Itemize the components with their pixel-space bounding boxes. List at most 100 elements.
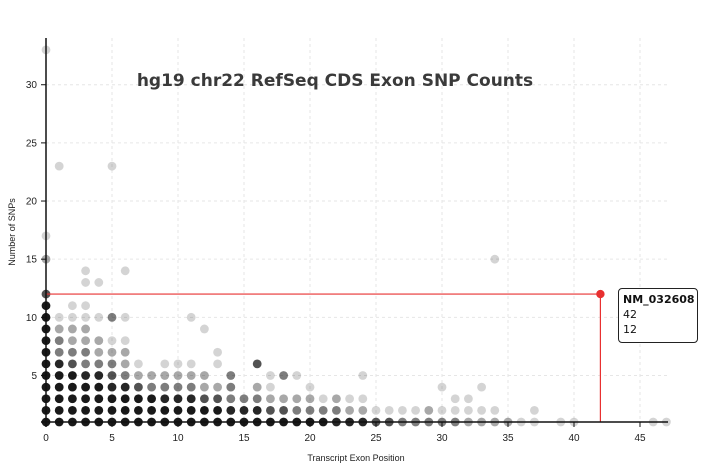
data-point[interactable]: [81, 301, 90, 311]
data-point[interactable]: [384, 405, 394, 415]
data-point[interactable]: [134, 359, 143, 369]
data-point[interactable]: [160, 382, 170, 392]
data-point[interactable]: [279, 405, 288, 415]
highlighted-point[interactable]: [596, 289, 605, 299]
data-point[interactable]: [490, 254, 500, 264]
data-point[interactable]: [213, 405, 223, 415]
data-point[interactable]: [94, 405, 104, 415]
data-point[interactable]: [226, 382, 236, 392]
data-point[interactable]: [160, 359, 170, 369]
data-point[interactable]: [94, 371, 104, 380]
data-point[interactable]: [318, 394, 328, 404]
data-point[interactable]: [134, 405, 143, 415]
data-point[interactable]: [279, 371, 288, 380]
data-point[interactable]: [173, 405, 183, 415]
data-point[interactable]: [305, 405, 315, 415]
data-point[interactable]: [292, 394, 302, 404]
data-point[interactable]: [120, 371, 130, 380]
data-point[interactable]: [437, 382, 447, 392]
data-point[interactable]: [490, 405, 500, 415]
data-point[interactable]: [358, 405, 368, 415]
data-point[interactable]: [200, 394, 209, 404]
data-point[interactable]: [252, 359, 262, 369]
data-point[interactable]: [305, 394, 315, 404]
data-point[interactable]: [120, 382, 130, 392]
data-point[interactable]: [81, 371, 90, 380]
data-point[interactable]: [134, 394, 143, 404]
data-point[interactable]: [160, 405, 170, 415]
data-point[interactable]: [107, 336, 117, 345]
data-point[interactable]: [120, 312, 130, 322]
data-point[interactable]: [54, 324, 64, 334]
data-point[interactable]: [147, 371, 157, 380]
data-point[interactable]: [107, 382, 117, 392]
data-point[interactable]: [477, 405, 486, 415]
data-point[interactable]: [68, 301, 77, 311]
data-point[interactable]: [213, 382, 223, 392]
data-point[interactable]: [68, 336, 77, 345]
data-point[interactable]: [345, 394, 354, 404]
data-point[interactable]: [120, 336, 130, 345]
data-point[interactable]: [186, 359, 196, 369]
data-point[interactable]: [120, 405, 130, 415]
data-point[interactable]: [358, 394, 368, 404]
data-point[interactable]: [147, 405, 157, 415]
data-point[interactable]: [94, 312, 104, 322]
data-point[interactable]: [332, 405, 341, 415]
data-point[interactable]: [81, 278, 90, 287]
data-point[interactable]: [292, 371, 302, 380]
data-point[interactable]: [252, 394, 262, 404]
data-point[interactable]: [186, 312, 196, 322]
data-point[interactable]: [200, 405, 209, 415]
data-point[interactable]: [54, 382, 64, 392]
data-point[interactable]: [81, 394, 90, 404]
data-point[interactable]: [200, 382, 209, 392]
data-point[interactable]: [398, 405, 407, 415]
data-point[interactable]: [94, 347, 104, 357]
data-point[interactable]: [54, 347, 64, 357]
data-point[interactable]: [345, 405, 354, 415]
data-point[interactable]: [54, 405, 64, 415]
data-point[interactable]: [68, 371, 77, 380]
data-point[interactable]: [107, 359, 117, 369]
data-point[interactable]: [173, 359, 183, 369]
data-point[interactable]: [147, 394, 157, 404]
data-point[interactable]: [305, 382, 315, 392]
data-point[interactable]: [120, 359, 130, 369]
data-point[interactable]: [437, 405, 447, 415]
data-point[interactable]: [68, 394, 77, 404]
data-point[interactable]: [81, 336, 90, 345]
data-point[interactable]: [200, 324, 209, 334]
data-point[interactable]: [81, 324, 90, 334]
data-point[interactable]: [266, 371, 275, 380]
data-point[interactable]: [239, 394, 249, 404]
data-point[interactable]: [239, 405, 249, 415]
data-point[interactable]: [266, 394, 275, 404]
data-point[interactable]: [266, 382, 275, 392]
data-point[interactable]: [120, 266, 130, 276]
data-point[interactable]: [134, 371, 143, 380]
data-point[interactable]: [68, 405, 77, 415]
data-point[interactable]: [226, 405, 236, 415]
data-point[interactable]: [332, 394, 341, 404]
data-point[interactable]: [107, 405, 117, 415]
data-point[interactable]: [81, 382, 90, 392]
data-point[interactable]: [81, 266, 90, 276]
data-point[interactable]: [226, 371, 236, 380]
data-point[interactable]: [54, 371, 64, 380]
data-point[interactable]: [54, 336, 64, 345]
data-point[interactable]: [160, 371, 170, 380]
data-point[interactable]: [68, 324, 77, 334]
data-point[interactable]: [226, 394, 236, 404]
data-point[interactable]: [464, 394, 473, 404]
data-point[interactable]: [530, 405, 539, 415]
data-point[interactable]: [68, 359, 77, 369]
data-point[interactable]: [173, 382, 183, 392]
data-point[interactable]: [186, 382, 196, 392]
data-point[interactable]: [94, 394, 104, 404]
data-point[interactable]: [477, 382, 486, 392]
data-point[interactable]: [371, 405, 381, 415]
data-point[interactable]: [68, 347, 77, 357]
data-point[interactable]: [213, 347, 223, 357]
data-point[interactable]: [107, 312, 117, 322]
